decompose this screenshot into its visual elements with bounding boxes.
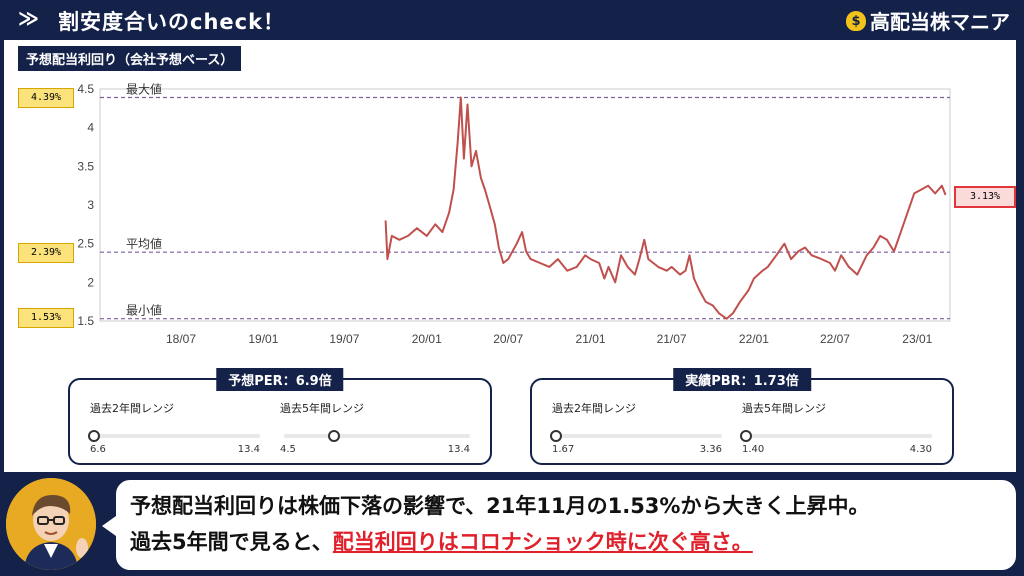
pbr-range-2y: 過去2年間レンジ 1.67 3.36 xyxy=(550,400,722,455)
range-min: 4.5 xyxy=(280,444,296,455)
range-name: 過去5年間レンジ xyxy=(280,402,364,415)
min-badge: 1.53% xyxy=(18,308,74,328)
range-min: 6.6 xyxy=(90,444,106,455)
speech-bubble: 予想配当利回りは株価下落の影響で、21年11月の1.53%から大きく上昇中。 過… xyxy=(102,478,1018,572)
header-bar: ≫ 割安度合いのcheck！ $ 高配当株マニア xyxy=(0,0,1024,40)
reference-line-label: 平均値 xyxy=(126,236,162,251)
current-yield-badge: 3.13% xyxy=(954,186,1016,208)
range-max: 3.36 xyxy=(699,444,722,455)
range-track xyxy=(88,430,260,442)
plot-area xyxy=(99,88,951,322)
range-marker xyxy=(88,430,100,442)
x-tick-label: 21/07 xyxy=(657,332,687,346)
range-marker xyxy=(328,430,341,442)
range-name: 過去2年間レンジ xyxy=(90,402,174,415)
y-tick-label: 2.5 xyxy=(77,237,94,251)
x-tick-label: 19/07 xyxy=(329,332,359,346)
brand-name: 高配当株マニア xyxy=(870,10,1010,34)
per-range-2y: 過去2年間レンジ 6.6 13.4 xyxy=(88,400,260,455)
x-tick-label: 22/07 xyxy=(820,332,850,346)
x-tick-label: 20/07 xyxy=(493,332,523,346)
avg-badge: 2.39% xyxy=(18,243,74,263)
chart-title: 予想配当利回り（会社予想ベース） xyxy=(18,46,242,71)
per-range-5y: 過去5年間レンジ 4.5 13.4 xyxy=(280,400,470,455)
chart-panel: 予想配当利回り（会社予想ベース） 1.5 2 2.5 3 3.5 4 4.5 18/07 19/… xyxy=(4,40,1016,472)
max-badge: 4.39% xyxy=(18,88,74,108)
reference-line-label: 最大値 xyxy=(126,82,162,97)
yield-series-line xyxy=(384,96,947,320)
range-marker xyxy=(740,430,752,442)
speech-highlight: 配当利回りはコロナショック時に次ぐ高さ。 xyxy=(332,530,753,554)
pbr-box: 実績PBR：1.73倍 過去2年間レンジ 1.67 3.36 過去5年間レンジ … xyxy=(530,368,954,465)
speech-line-1: 予想配当利回りは株価下落の影響で、21年11月の1.53%から大きく上昇中。 xyxy=(130,494,870,518)
page-title: 割安度合いのcheck！ xyxy=(58,10,286,34)
range-max: 4.30 xyxy=(909,444,932,455)
speech-line-2: 過去5年間で見ると、配当利回りはコロナショック時に次ぐ高さ。 xyxy=(130,526,753,556)
range-marker xyxy=(550,430,562,442)
range-name: 過去5年間レンジ xyxy=(742,402,826,415)
y-tick-label: 3.5 xyxy=(77,159,94,173)
presenter-avatar-icon xyxy=(6,478,96,570)
x-tick-label: 21/01 xyxy=(576,332,606,346)
y-tick-label: 3 xyxy=(87,198,94,212)
per-box: 予想PER：6.9倍 過去2年間レンジ 6.6 13.4 過去5年間レンジ 4.… xyxy=(68,368,492,465)
range-max: 13.4 xyxy=(447,444,470,455)
range-max: 13.4 xyxy=(237,444,260,455)
y-tick-label: 1.5 xyxy=(77,314,94,328)
speech-tail xyxy=(102,516,116,536)
x-tick-label: 22/01 xyxy=(739,332,769,346)
pbr-range-5y: 過去5年間レンジ 1.40 4.30 xyxy=(740,400,932,455)
x-tick-label: 18/07 xyxy=(166,332,196,346)
x-tick-label: 20/01 xyxy=(412,332,442,346)
pbr-label: 実績PBR：1.73倍 xyxy=(673,368,811,391)
range-track xyxy=(740,430,932,442)
speech-line-2-text: 過去5年間で見ると、 xyxy=(130,530,333,554)
range-track xyxy=(284,430,470,442)
y-tick-label: 2 xyxy=(87,275,94,289)
range-name: 過去2年間レンジ xyxy=(552,402,636,415)
presenter-avatar xyxy=(6,478,96,570)
y-tick-label: 4 xyxy=(87,121,94,135)
brand-logo: $ 高配当株マニア xyxy=(846,6,1010,35)
x-tick-label: 23/01 xyxy=(902,332,932,346)
yield-chart: 1.5 2 2.5 3 3.5 4 4.5 18/07 19/01 19/07 20/01 20/07… xyxy=(77,82,951,346)
per-label: 予想PER：6.9倍 xyxy=(216,368,344,391)
range-min: 1.40 xyxy=(742,444,765,455)
range-min: 1.67 xyxy=(552,444,575,455)
double-chevron-icon: ≫ xyxy=(18,6,39,30)
reference-line-label: 最小値 xyxy=(126,303,162,318)
range-track xyxy=(550,430,722,442)
money-bag-icon: $ xyxy=(846,10,866,31)
x-tick-label: 19/01 xyxy=(248,332,278,346)
y-tick-label: 4.5 xyxy=(77,82,94,96)
